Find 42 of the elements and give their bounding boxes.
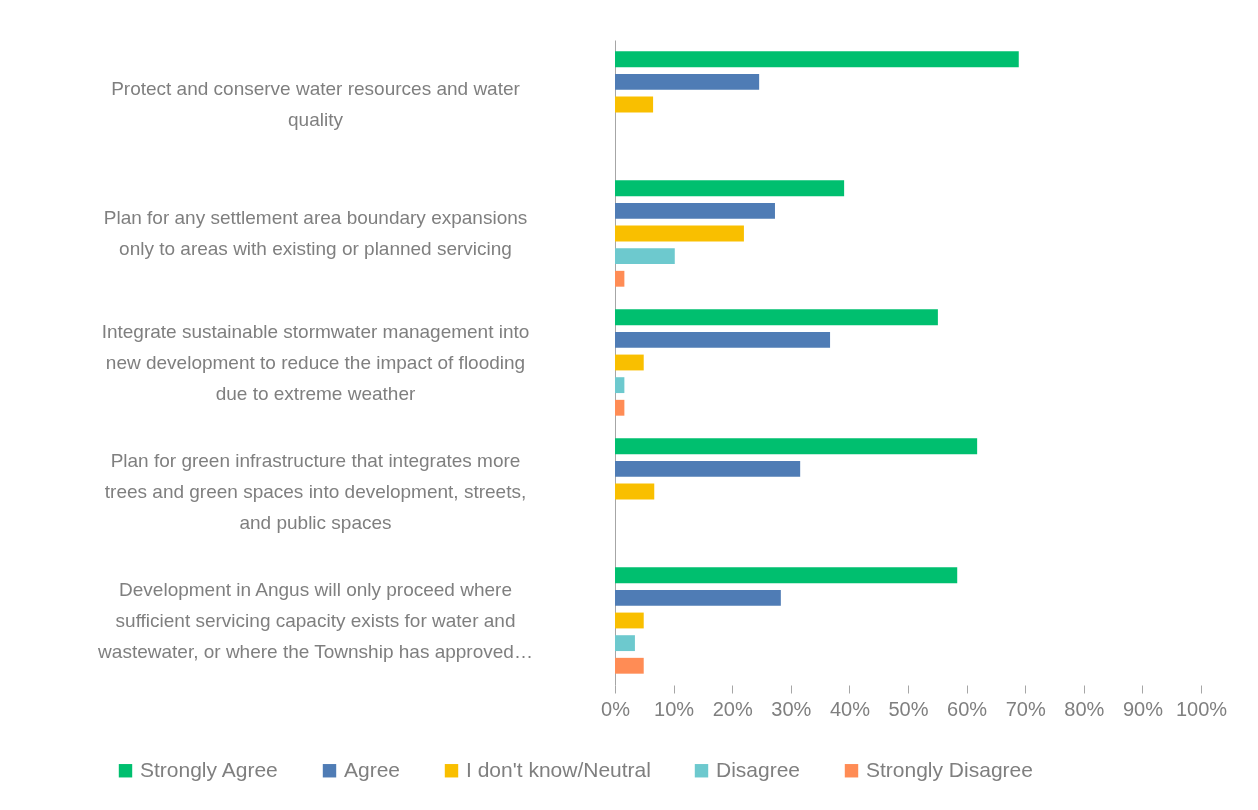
bar [615,438,978,455]
x-tick-label: 70% [1005,697,1046,720]
y-tick-label: Plan for any settlement area boundary expansions only to areas with existing or planned servicing [103,207,528,259]
x-tick-label: 30% [771,697,812,720]
bar [615,483,655,500]
y-tick-label: Integrate sustainable stormwater management into new development to reduce the impact of flooding due to extreme weather [101,320,530,404]
bar [615,51,1019,68]
bar [615,377,625,394]
y-tick-label: Protect and conserve water resources and water quality [111,78,521,130]
bar [615,202,775,219]
bar [615,248,675,265]
bar [615,354,644,371]
x-tick-label: 50% [888,697,929,720]
x-tick-label: 80% [1064,697,1105,720]
x-tick-label: 40% [829,697,871,720]
x-tick-label: 20% [712,697,753,720]
x-tick-label: 100% [1175,697,1228,720]
bar [615,589,781,606]
bar [615,180,845,197]
bar [615,657,644,674]
legend-label: Disagree [716,757,801,781]
bar [615,331,831,348]
bar [615,460,801,477]
x-tick-label: 90% [1122,697,1164,720]
bar [615,96,654,113]
x-tick-label: 0% [601,697,631,720]
y-tick-label: Development in Angus will only proceed where sufficient servicing capacity exists for water and wastewater, or where the Township has approved… [97,578,533,662]
bar [615,225,744,242]
bar [615,270,625,287]
legend-label: Agree [344,757,401,781]
x-tick-label: 10% [654,697,695,720]
bar [615,612,644,629]
y-tick-label: Plan for green infrastructure that integrates more trees and green spaces into development, streets, and public spaces [104,449,527,533]
legend-label: Strongly Disagree [866,757,1033,781]
bar [615,567,958,584]
bar [615,635,635,652]
bar [615,73,760,90]
x-tick-label: 60% [947,697,988,720]
legend-label: Strongly Agree [140,757,278,781]
bar [615,399,625,416]
legend-label: I don't know/Neutral [466,757,651,781]
bar [615,309,938,326]
